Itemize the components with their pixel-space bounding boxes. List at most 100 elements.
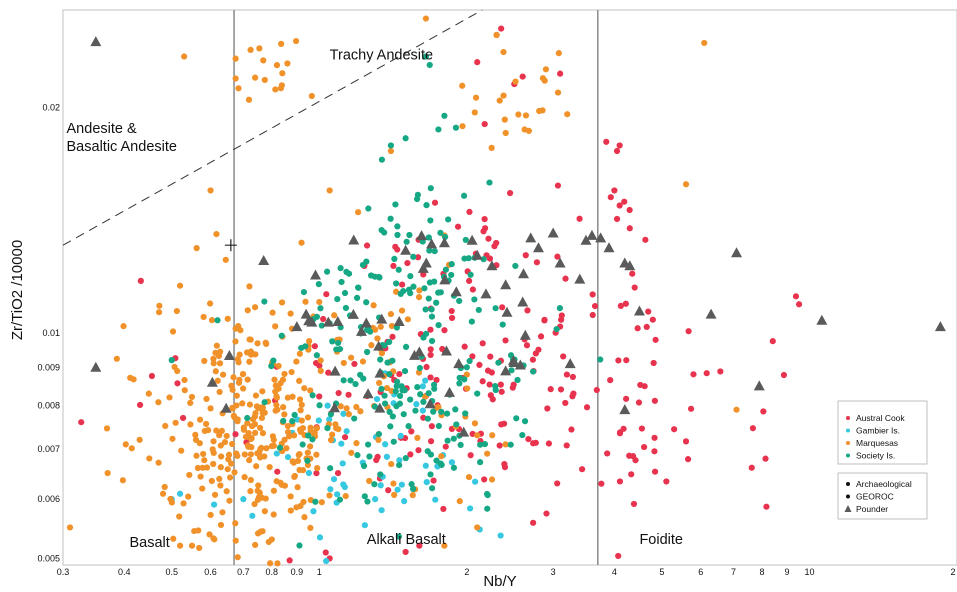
data-point [338,440,345,447]
pounder-triangle-point [934,321,946,332]
data-point [246,401,254,408]
data-point [291,472,298,480]
data-point [247,476,254,484]
data-point [554,253,561,260]
data-point [421,285,428,292]
data-point [465,255,472,262]
data-point [155,459,162,466]
data-point [309,436,316,443]
data-point [623,357,630,364]
data-point [544,405,551,412]
data-point [313,352,320,359]
data-point [652,336,659,343]
data-point [422,306,429,313]
data-point [275,362,282,370]
data-point [448,261,455,268]
data-point [320,315,327,323]
data-point [542,66,550,73]
data-point [448,307,455,315]
data-point [251,429,259,436]
data-point [372,326,379,333]
data-point [244,376,251,383]
data-point [408,481,415,488]
legend-label: Pounder [856,504,888,514]
data-point [353,403,360,411]
data-point [521,418,529,425]
data-point [427,438,435,445]
data-point [514,376,521,384]
data-point [456,498,463,505]
data-point [269,433,277,440]
data-point [251,500,258,508]
pounder-triangle-point [486,260,498,271]
data-point [471,478,479,485]
data-point [685,328,692,335]
data-point [792,293,800,300]
data-point [174,380,181,387]
data-point [206,531,213,538]
field-label-line: Alkali Basalt [367,532,446,548]
data-point [162,422,169,430]
data-point [292,37,300,45]
data-point [412,407,419,414]
data-point [479,340,486,347]
field-label: Basalt [129,535,169,551]
data-point [299,441,306,448]
data-point [368,342,375,349]
data-point [313,470,320,477]
data-point [316,534,324,541]
data-point [530,368,537,375]
data-point [422,377,429,384]
data-point [496,97,503,104]
data-point [388,322,396,330]
data-point [457,441,464,449]
data-point [230,412,237,419]
data-point [401,368,409,375]
data-point [214,377,221,384]
data-point [206,300,214,307]
data-point [254,530,262,537]
data-point [384,359,391,366]
data-point [392,243,399,250]
data-point [354,452,361,459]
data-point [469,353,476,360]
data-point [452,406,459,413]
data-point [274,468,281,475]
data-point [499,304,506,311]
data-point [626,225,633,232]
data-point [317,357,324,364]
data-point [383,384,391,392]
pounder-triangle-point [329,402,341,413]
data-point [159,490,167,497]
data-point [188,542,196,549]
pounder-triangle-point [420,257,432,268]
legend-label: Austral Cook [856,413,905,423]
data-point [278,40,285,47]
pounder-triangle-point [413,346,425,357]
data-point [423,363,430,371]
data-point [632,457,639,464]
data-point [381,229,388,236]
data-point [622,300,629,307]
data-point [562,275,569,282]
data-point [554,89,562,96]
data-point [168,357,175,364]
data-point [288,368,295,376]
data-point [259,409,266,417]
data-point [564,111,571,118]
data-point [387,310,395,318]
data-point [255,482,262,489]
data-point [230,374,237,381]
data-point [203,464,211,471]
data-point [433,299,440,306]
data-point [335,389,342,397]
data-point [260,57,267,64]
data-point [597,356,604,363]
data-point [474,432,481,439]
data-point [247,451,255,458]
legend-label: Archaeological [856,479,912,489]
data-point [536,107,543,115]
pounder-triangle-point [355,325,367,336]
data-point [500,48,507,56]
pounder-triangle-point [400,244,412,255]
